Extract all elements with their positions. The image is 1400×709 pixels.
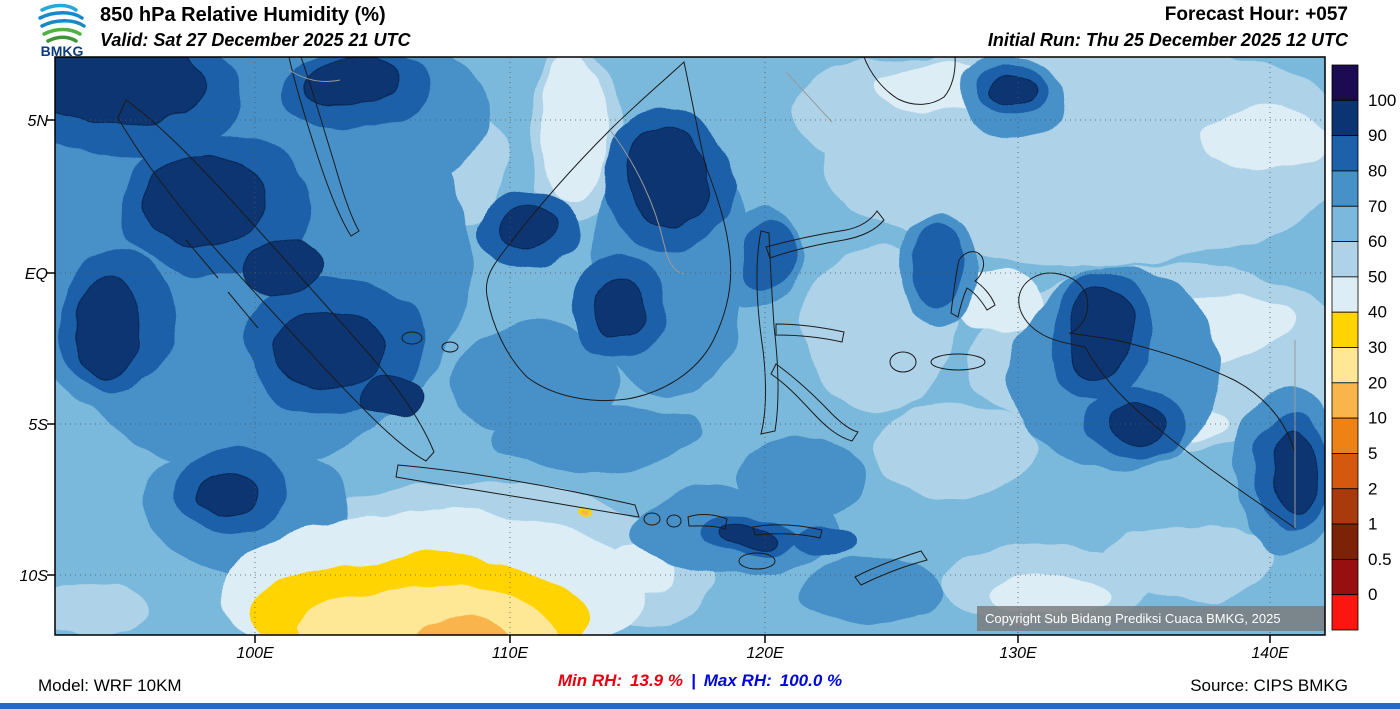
max-rh-value: 100.0 % bbox=[779, 671, 843, 690]
source-label: Source: CIPS BMKG bbox=[1190, 676, 1348, 695]
bottom-accent-bar bbox=[0, 703, 1400, 709]
colorbar-label: 30 bbox=[1368, 338, 1387, 357]
coast-bali bbox=[643, 512, 661, 526]
colorbar-label: 0 bbox=[1368, 585, 1377, 604]
axis-labels: 5N EQ 5S 10S 100E 110E 120E 130E 140E bbox=[20, 113, 1289, 662]
colorbar-segment bbox=[1331, 241, 1359, 278]
colorbar-label: 10 bbox=[1368, 409, 1387, 428]
coast-papua bbox=[1018, 272, 1296, 529]
colorbar-segment bbox=[1331, 276, 1359, 313]
copyright-overlay: Copyright Sub Bidang Prediksi Cuaca BMKG… bbox=[977, 606, 1325, 631]
coast-sumba bbox=[738, 552, 776, 570]
coastlines bbox=[117, 57, 1296, 586]
colorbar-label: 70 bbox=[1368, 197, 1387, 216]
axis-ticks bbox=[47, 119, 1271, 643]
colorbar-segment bbox=[1331, 382, 1359, 419]
colorbar-label: 0.5 bbox=[1368, 550, 1392, 569]
colorbar-segment bbox=[1331, 311, 1359, 348]
min-rh-value: 13.9 % bbox=[630, 671, 683, 690]
colorbar-label: 2 bbox=[1368, 479, 1377, 498]
coast-malay-peninsula bbox=[288, 57, 360, 237]
copyright-text: Copyright Sub Bidang Prediksi Cuaca BMKG… bbox=[985, 611, 1281, 626]
lat-label-eq: EQ bbox=[25, 266, 48, 283]
colorbar-segment bbox=[1331, 347, 1359, 384]
separator: | bbox=[690, 671, 696, 690]
min-rh-label: Min RH: bbox=[557, 671, 623, 690]
colorbar-segment bbox=[1331, 99, 1359, 137]
coast-mentawai bbox=[185, 239, 259, 329]
colorbar-segment bbox=[1331, 453, 1359, 490]
colorbar-segment bbox=[1331, 417, 1359, 454]
coast-buru bbox=[889, 351, 917, 373]
copyright-backdrop bbox=[977, 606, 1325, 631]
coast-borneo bbox=[485, 61, 732, 402]
colorbar-segment bbox=[1331, 205, 1359, 242]
coast-lombok bbox=[666, 514, 682, 528]
coast-sulawesi-se-arm bbox=[770, 363, 859, 442]
coast-sumbawa bbox=[687, 514, 728, 530]
bmkg-logo: BMKG bbox=[38, 3, 86, 59]
gridlines bbox=[55, 57, 1325, 635]
colorbar-label: 100 bbox=[1368, 91, 1396, 110]
colorbar-label: 40 bbox=[1368, 303, 1387, 322]
lon-label-130e: 130E bbox=[999, 645, 1037, 662]
coast-bangka bbox=[401, 331, 423, 345]
colorbar-segment bbox=[1331, 488, 1359, 525]
page-title: 850 hPa Relative Humidity (%) bbox=[100, 4, 386, 26]
lon-label-110e: 110E bbox=[492, 645, 529, 662]
bmkg-logo-waves bbox=[38, 3, 86, 43]
coast-flores bbox=[752, 524, 823, 539]
coast-java bbox=[395, 464, 640, 518]
bmkg-logo-text: BMKG bbox=[41, 43, 84, 59]
colorbar-segment bbox=[1331, 170, 1359, 207]
colorbar-label: 80 bbox=[1368, 161, 1387, 180]
colorbar-label: 90 bbox=[1368, 126, 1387, 145]
rh-field bbox=[55, 57, 1325, 635]
coast-timor bbox=[854, 550, 928, 586]
min-max-rh: Min RH: 13.9 % | Max RH: 100.0 % bbox=[0, 671, 1400, 691]
coast-sulawesi-east-arm bbox=[775, 323, 845, 343]
initial-run: Initial Run: Thu 25 December 2025 12 UTC bbox=[987, 30, 1348, 50]
coast-sulawesi-north-arm bbox=[765, 210, 885, 259]
lon-label-100e: 100E bbox=[236, 645, 274, 662]
model-label: Model: WRF 10KM bbox=[38, 676, 182, 695]
colorbar-segment bbox=[1331, 558, 1359, 596]
colorbar-label: 20 bbox=[1368, 373, 1387, 392]
lon-label-120e: 120E bbox=[746, 645, 784, 662]
colorbar-segment bbox=[1331, 594, 1359, 631]
coast-mindanao bbox=[863, 57, 956, 105]
coast-halmahera bbox=[950, 251, 996, 318]
coast-sumatra bbox=[117, 99, 435, 462]
map-border bbox=[54, 56, 1326, 636]
lat-label-5s: 5S bbox=[28, 417, 48, 434]
lat-label-5n: 5N bbox=[28, 113, 49, 130]
colorbar-label: 5 bbox=[1368, 444, 1377, 463]
max-rh-label: Max RH: bbox=[703, 671, 772, 690]
lat-label-10s: 10S bbox=[20, 568, 49, 585]
coast-belitung bbox=[441, 341, 459, 353]
colorbar-label: 60 bbox=[1368, 232, 1387, 251]
colorbar-segment bbox=[1331, 135, 1359, 172]
coast-seram bbox=[930, 353, 986, 371]
country-borders bbox=[288, 69, 1296, 528]
colorbar: 100 90 80 70 60 50 40 30 20 10 5 2 1 0.5 0 bbox=[1331, 64, 1396, 631]
colorbar-label: 50 bbox=[1368, 267, 1387, 286]
colorbar-segment bbox=[1331, 64, 1359, 101]
lon-label-140e: 140E bbox=[1251, 645, 1289, 662]
forecast-hour: Forecast Hour: +057 bbox=[1164, 4, 1348, 25]
coast-sulawesi-body bbox=[756, 230, 779, 435]
colorbar-segment bbox=[1331, 523, 1359, 560]
valid-datetime: Valid: Sat 27 December 2025 21 UTC bbox=[100, 30, 411, 50]
colorbar-label: 1 bbox=[1368, 515, 1377, 534]
